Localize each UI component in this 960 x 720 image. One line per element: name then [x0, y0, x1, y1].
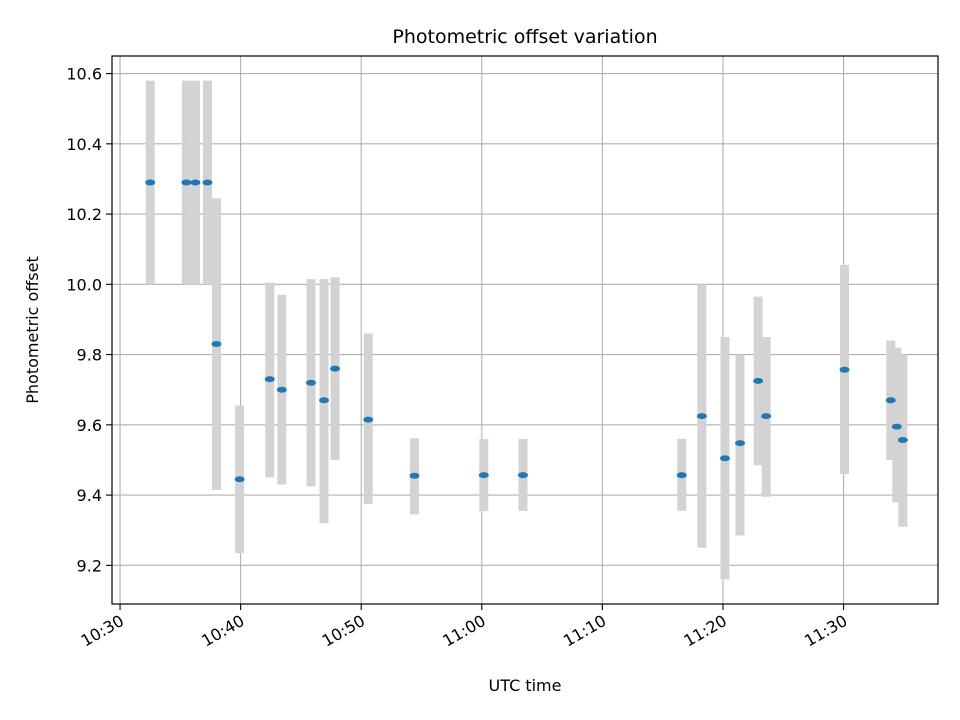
- x-tick-label: 11:10: [560, 611, 609, 651]
- data-point: [305, 379, 316, 386]
- y-tick-label: 9.6: [77, 416, 102, 435]
- plot-frame: [111, 55, 939, 605]
- data-point: [202, 179, 213, 186]
- y-axis-title: Photometric offset: [23, 256, 42, 404]
- data-point: [753, 377, 764, 384]
- data-point: [264, 376, 275, 383]
- data-point: [145, 179, 156, 186]
- y-tick-label: 10.6: [66, 65, 102, 84]
- data-point: [891, 423, 902, 430]
- x-tick-label: 10:30: [78, 611, 127, 651]
- data-point: [885, 397, 896, 404]
- data-point: [676, 472, 687, 479]
- y-tick-label: 9.4: [77, 486, 102, 505]
- data-point: [190, 179, 201, 186]
- y-tick-label: 10.4: [66, 135, 102, 154]
- data-points: [145, 179, 908, 483]
- y-tick-label: 10.2: [66, 205, 102, 224]
- data-point: [696, 413, 707, 420]
- grid: [112, 56, 938, 604]
- x-tick-label: 10:50: [319, 611, 368, 651]
- y-tick-label: 9.8: [77, 346, 102, 365]
- data-point: [211, 341, 222, 348]
- data-point: [330, 365, 341, 372]
- data-point: [319, 397, 330, 404]
- data-point: [276, 386, 287, 393]
- data-point: [517, 472, 528, 479]
- data-point: [363, 416, 374, 423]
- error-bars: [145, 80, 908, 580]
- y-tick-label: 10.0: [66, 275, 102, 294]
- data-point: [234, 476, 245, 483]
- x-axis-title: UTC time: [489, 676, 562, 695]
- x-tick-label: 11:20: [681, 611, 730, 651]
- data-point: [719, 455, 730, 462]
- data-point: [478, 472, 489, 479]
- data-point: [897, 436, 908, 443]
- x-tick-label: 10:40: [198, 611, 247, 651]
- chart-title: Photometric offset variation: [392, 26, 657, 48]
- data-point: [181, 179, 192, 186]
- y-tick-label: 9.2: [77, 556, 102, 575]
- x-tick-label: 11:00: [439, 611, 488, 651]
- data-point: [409, 472, 420, 479]
- data-point: [761, 413, 772, 420]
- data-point: [735, 440, 746, 447]
- data-point: [839, 366, 850, 373]
- x-tick-label: 11:30: [801, 611, 850, 651]
